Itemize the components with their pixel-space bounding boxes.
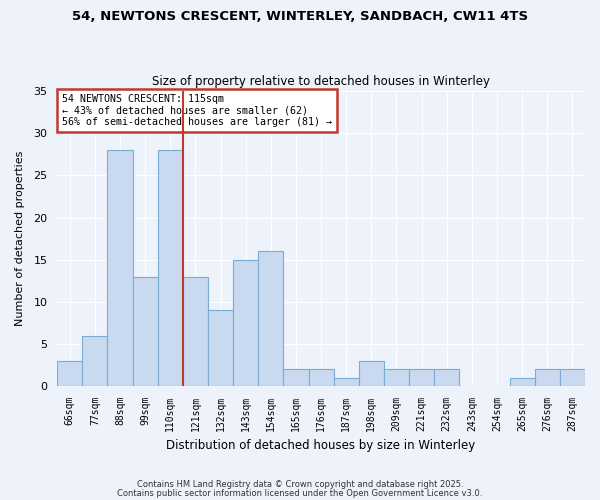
Text: 54 NEWTONS CRESCENT: 115sqm
← 43% of detached houses are smaller (62)
56% of sem: 54 NEWTONS CRESCENT: 115sqm ← 43% of det… (62, 94, 332, 127)
Text: Contains HM Land Registry data © Crown copyright and database right 2025.: Contains HM Land Registry data © Crown c… (137, 480, 463, 489)
Bar (560, 370, 585, 386)
Bar (233, 260, 258, 386)
Bar (409, 370, 434, 386)
Bar (509, 378, 535, 386)
Text: Contains public sector information licensed under the Open Government Licence v3: Contains public sector information licen… (118, 488, 482, 498)
X-axis label: Distribution of detached houses by size in Winterley: Distribution of detached houses by size … (166, 440, 476, 452)
Bar (158, 150, 183, 386)
Bar (183, 276, 208, 386)
Bar (57, 361, 82, 386)
Bar (308, 370, 334, 386)
Bar (283, 370, 308, 386)
Bar (535, 370, 560, 386)
Bar (384, 370, 409, 386)
Text: 54, NEWTONS CRESCENT, WINTERLEY, SANDBACH, CW11 4TS: 54, NEWTONS CRESCENT, WINTERLEY, SANDBAC… (72, 10, 528, 23)
Bar (334, 378, 359, 386)
Bar (107, 150, 133, 386)
Bar (208, 310, 233, 386)
Bar (434, 370, 460, 386)
Bar (133, 276, 158, 386)
Bar (258, 252, 283, 386)
Y-axis label: Number of detached properties: Number of detached properties (15, 151, 25, 326)
Bar (82, 336, 107, 386)
Bar (359, 361, 384, 386)
Title: Size of property relative to detached houses in Winterley: Size of property relative to detached ho… (152, 76, 490, 88)
